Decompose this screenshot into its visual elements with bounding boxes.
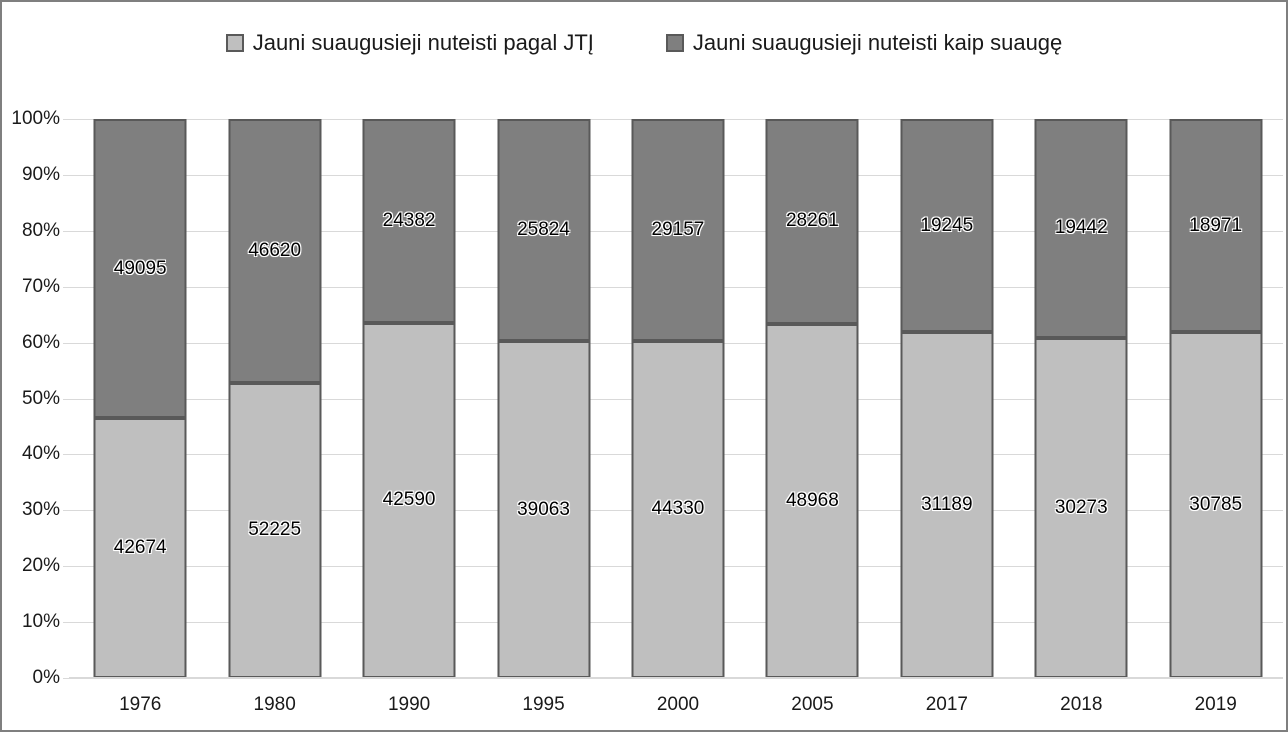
y-tick-label-50: 50% [21, 387, 60, 409]
x-tick-label-1990: 1990 [387, 694, 431, 715]
data-label-pagal-jti-2000: 44330 [651, 498, 705, 520]
segment-kaip-suauge-2018: 19442 [1034, 119, 1128, 338]
legend-item-kaip-suauge: Jauni suaugusieji nuteisti kaip suaugę [665, 30, 1063, 56]
segment-pagal-jti-1995: 39063 [497, 341, 591, 678]
stacked-bar-1980: 46620 52225 [228, 119, 322, 678]
x-tick-label-2018: 2018 [1060, 694, 1103, 715]
x-tick-label-1980: 1980 [253, 694, 296, 715]
stacked-bar-2005: 28261 48968 [765, 119, 859, 678]
x-tick-label-2017: 2017 [925, 694, 968, 715]
bar-band-2017: 19245 31189 [880, 119, 1014, 678]
y-tick-label-30: 30% [21, 499, 60, 521]
data-label-pagal-jti-1976: 42674 [113, 537, 167, 559]
segment-pagal-jti-2017: 31189 [900, 332, 994, 678]
y-tick-label-40: 40% [21, 443, 60, 465]
x-axis-labels: 1976 1980 1990 1995 2000 2005 2017 2018 2019 [73, 694, 1283, 716]
legend-item-pagal-jti: Jauni suaugusieji nuteisti pagal JTĮ [225, 30, 594, 56]
data-label-kaip-suauge-2019: 18971 [1189, 214, 1243, 236]
data-label-kaip-suauge-2018: 19442 [1054, 217, 1108, 239]
plot-area: 49095 42674 46620 52225 24382 42590 25824 39063… [63, 119, 1283, 679]
data-label-kaip-suauge-1980: 46620 [248, 239, 302, 261]
x-tick-label-1995: 1995 [522, 694, 565, 715]
y-tick-label-100: 100% [11, 108, 60, 129]
segment-kaip-suauge-2019: 18971 [1169, 119, 1263, 333]
segment-kaip-suauge-2000: 29157 [631, 119, 725, 341]
bar-band-2005: 28261 48968 [745, 119, 879, 678]
y-tick-label-20: 20% [21, 555, 60, 577]
data-label-kaip-suauge-1976: 49095 [113, 257, 167, 279]
stacked-bar-1976: 49095 42674 [93, 119, 187, 678]
segment-kaip-suauge-1980: 46620 [228, 119, 322, 383]
y-tick-mark [63, 286, 73, 288]
y-tick-label-70: 70% [21, 275, 60, 297]
stacked-bar-2019: 18971 30785 [1169, 119, 1263, 678]
y-tick-mark [63, 398, 73, 400]
stacked-bar-1995: 25824 39063 [497, 119, 591, 678]
data-label-pagal-jti-2019: 30785 [1189, 494, 1243, 516]
x-axis-line [69, 677, 1283, 679]
y-tick-mark [63, 510, 73, 512]
x-tick-label-1976: 1976 [119, 694, 162, 715]
y-tick-mark [63, 230, 73, 232]
y-tick-mark [63, 454, 73, 456]
segment-pagal-jti-2019: 30785 [1169, 332, 1263, 678]
segment-pagal-jti-2018: 30273 [1034, 337, 1128, 678]
data-label-pagal-jti-2005: 48968 [785, 489, 839, 511]
stacked-bar-1990: 24382 42590 [362, 119, 456, 678]
y-tick-label-0: 0% [32, 667, 60, 688]
data-label-pagal-jti-2017: 31189 [921, 494, 973, 516]
y-tick-mark [63, 174, 73, 176]
segment-pagal-jti-1980: 52225 [228, 382, 322, 678]
y-axis-labels: 0% 10% 20% 30% 40% 50% 60% 70% 80% 90% 100% [2, 108, 64, 688]
y-tick-label-10: 10% [21, 611, 60, 633]
y-tick-mark [63, 566, 73, 568]
bar-band-2018: 19442 30273 [1014, 119, 1148, 678]
data-label-kaip-suauge-1995: 25824 [517, 219, 570, 241]
bar-band-1980: 46620 52225 [207, 119, 341, 678]
legend-swatch-light-icon [225, 34, 244, 52]
segment-pagal-jti-1976: 42674 [93, 418, 187, 678]
legend-label-kaip-suauge: Jauni suaugusieji nuteisti kaip suaugę [692, 30, 1063, 55]
y-tick-label-80: 80% [21, 219, 60, 241]
bar-band-2019: 18971 30785 [1149, 119, 1283, 678]
stacked-bar-2000: 29157 44330 [631, 119, 725, 678]
segment-kaip-suauge-1995: 25824 [497, 119, 591, 342]
legend-label-pagal-jti: Jauni suaugusieji nuteisti pagal JTĮ [252, 30, 594, 55]
chart-legend: Jauni suaugusieji nuteisti pagal JTĮ Jau… [2, 30, 1286, 56]
bar-band-1976: 49095 42674 [73, 119, 207, 678]
y-tick-mark [63, 622, 73, 624]
data-label-pagal-jti-1980: 52225 [248, 519, 302, 541]
y-tick-label-60: 60% [21, 331, 60, 353]
segment-pagal-jti-1990: 42590 [362, 322, 456, 678]
segment-pagal-jti-2000: 44330 [631, 340, 725, 678]
segment-kaip-suauge-1990: 24382 [362, 119, 456, 323]
stacked-bar-2018: 19442 30273 [1034, 119, 1128, 678]
data-label-kaip-suauge-2005: 28261 [785, 210, 839, 232]
y-tick-mark [63, 342, 73, 344]
bars-container: 49095 42674 46620 52225 24382 42590 25824 39063… [73, 119, 1283, 678]
data-label-pagal-jti-1990: 42590 [382, 489, 436, 511]
legend-swatch-dark-icon [665, 34, 684, 52]
segment-kaip-suauge-1976: 49095 [93, 119, 187, 419]
data-label-pagal-jti-2018: 30273 [1054, 496, 1108, 518]
x-tick-label-2005: 2005 [791, 694, 834, 715]
segment-kaip-suauge-2005: 28261 [765, 119, 859, 324]
segment-pagal-jti-2005: 48968 [765, 323, 859, 678]
data-label-kaip-suauge-2017: 19245 [920, 214, 974, 236]
bar-band-2000: 29157 44330 [611, 119, 745, 678]
stacked-bar-2017: 19245 31189 [900, 119, 994, 678]
bar-band-1995: 25824 39063 [476, 119, 610, 678]
y-tick-mark [63, 119, 73, 120]
data-label-kaip-suauge-2000: 29157 [651, 218, 705, 240]
x-tick-label-2000: 2000 [656, 694, 700, 715]
x-tick-label-2019: 2019 [1194, 694, 1237, 715]
y-tick-mark [63, 678, 73, 679]
segment-kaip-suauge-2017: 19245 [900, 119, 994, 333]
data-label-pagal-jti-1995: 39063 [517, 498, 570, 520]
data-label-kaip-suauge-1990: 24382 [382, 209, 436, 231]
bar-band-1990: 24382 42590 [342, 119, 476, 678]
y-tick-label-90: 90% [21, 163, 60, 185]
